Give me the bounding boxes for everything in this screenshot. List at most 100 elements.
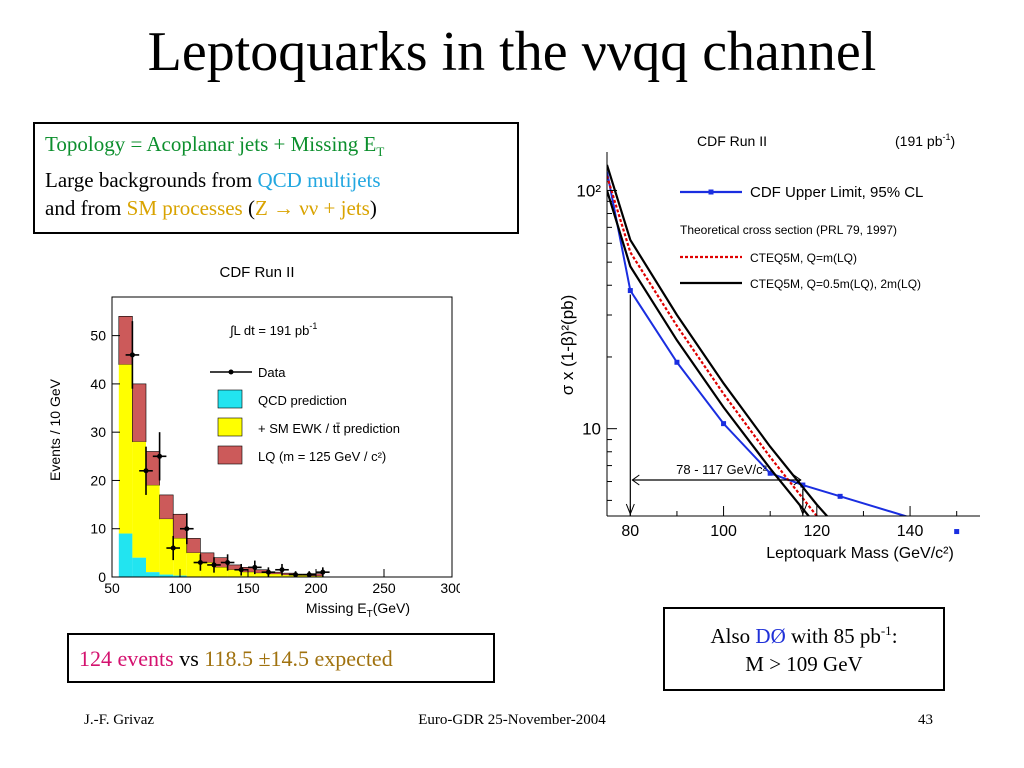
ewk-bar [118,364,133,534]
events-count: 124 events [79,646,174,671]
hist-y-tick-label: 50 [90,328,106,344]
topology-label: Topology = Acoplanar jets + Missing E [45,132,377,156]
limit-series-3 [607,190,811,516]
limit-ylabel: σ x (1-β)²(pb) [558,295,577,396]
limit-x-tick-label: 100 [710,523,737,540]
legend-swatch [217,445,243,465]
band-down-arrow-right [798,503,808,516]
d0-name: DØ [755,624,786,648]
limit-series-0 [607,171,909,516]
ewk-bar [227,569,242,577]
legend-label: LQ (m = 125 GeV / c²) [258,449,386,464]
data-point [129,352,135,358]
ewk-bar [254,573,269,577]
ewk-bar [295,575,310,577]
data-point [157,453,163,459]
d0-limit: M > 109 GeV [745,652,863,676]
vs-text: vs [173,646,205,671]
z-nunu-text: Z → νν + jets [254,196,370,221]
ewk-bar [186,552,201,577]
hist-x-tick-label: 300 [440,580,460,596]
footer-conference: Euro-GDR 25-November-2004 [418,712,606,728]
data-point [143,468,149,474]
limit-y-tick-label: 10² [576,181,601,200]
limit-x-tick-label: 120 [803,523,830,540]
lq-bar [172,513,188,539]
lq-bar [132,383,147,443]
band-arrow-right [793,474,802,486]
hist-title: CDF Run II [219,264,294,281]
ewk-bar [200,562,214,577]
legend-label-2: CTEQ5M, Q=0.5m(LQ), 2m(LQ) [750,277,921,291]
limit-title: CDF Run II [697,133,767,149]
limit-y-tick-label: 10 [582,420,601,439]
legend-swatch [217,417,243,437]
hist-x-tick-label: 50 [104,580,120,596]
legend-label-1: CTEQ5M, Q=m(LQ) [750,251,857,265]
paren-close: ) [369,196,377,221]
paren-open: ( [247,196,255,221]
data-point [197,560,203,566]
also-text: Also [710,624,756,648]
lq-bar [159,494,174,520]
hist-x-tick-label: 200 [304,580,328,596]
qcd-text: QCD [257,168,302,193]
d0-line-1: Also DØ with 85 pb-1: [671,617,937,650]
band-down-arrow-left [625,503,635,516]
limit-point [800,482,806,488]
multijets-text: multijets [307,168,381,193]
data-point [293,572,299,578]
hist-frame [111,296,453,578]
topology-box: Topology = Acoplanar jets + Missing ET L… [33,122,519,234]
ewk-bar [268,574,282,577]
missing-et-histogram: CDF Run II Events / 10 GeV 50 100 150 200 25… [40,255,460,625]
qcd-bar [118,533,133,577]
lq-bar [200,552,215,563]
lq-bar [186,538,201,554]
legend-label: QCD prediction [258,393,347,408]
topology-line-1: Topology = Acoplanar jets + Missing ET [45,130,507,166]
ewk-bar [146,485,160,573]
lq-bar [118,316,133,365]
hist-x-tick-label: 150 [236,580,260,596]
legend-label: Data [258,365,286,380]
legend-marker [708,189,714,195]
limit-point [721,421,727,427]
legend-label: + SM EWK / tt̄ prediction [258,421,400,436]
data-point [238,567,244,573]
hist-x-tick-label: 100 [168,580,192,596]
ewk-bar [159,519,174,575]
backgrounds-text: Large backgrounds from [45,168,258,193]
data-point [184,526,190,532]
data-point [306,572,312,578]
ewk-bar [214,567,228,577]
sm-processes-text: SM processes [126,196,243,221]
data-point [170,545,176,551]
d0-with-text: with 85 pb [785,624,881,648]
hist-xlabel: Missing ET(GeV) [306,600,410,620]
limit-point [627,288,633,294]
data-point [211,562,217,568]
hist-y-tick-label: 30 [90,424,106,440]
footer-author: J.-F. Grivaz [84,712,155,728]
data-point [225,560,231,566]
d0-colon: : [891,624,898,648]
data-point [265,569,271,575]
ewk-bar [132,441,146,558]
band-arrow-left [631,474,640,486]
limit-point [837,493,843,499]
hist-lumi: ∫L dt = 191 pb-1 [229,321,317,338]
qcd-bar [132,557,146,577]
footer-page-number: 43 [918,712,933,728]
hist-y-tick-label: 40 [90,376,106,392]
limit-series-2 [607,164,829,516]
data-point [252,564,258,570]
qcd-bar [146,572,160,577]
hist-y-tick-label: 20 [90,472,106,488]
d0-box: Also DØ with 85 pb-1: M > 109 GeV [663,607,945,691]
expected-text: 118.5 ±14.5 expected [204,646,393,671]
and-from-text: and from [45,196,127,221]
band-label: 78 - 117 GeV/c² [676,462,767,477]
hist-ylabel: Events / 10 GeV [47,378,63,481]
limit-theory-label: Theoretical cross section (PRL 79, 1997) [680,223,897,237]
